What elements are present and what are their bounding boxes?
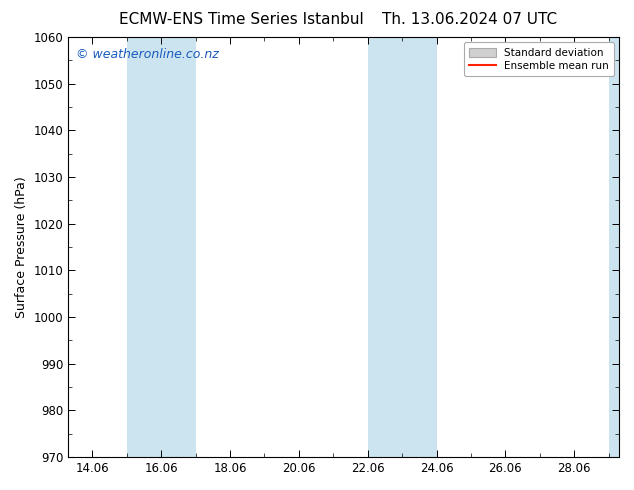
Text: © weatheronline.co.nz: © weatheronline.co.nz <box>77 48 219 61</box>
Text: Th. 13.06.2024 07 UTC: Th. 13.06.2024 07 UTC <box>382 12 557 27</box>
Y-axis label: Surface Pressure (hPa): Surface Pressure (hPa) <box>15 176 28 318</box>
Legend: Standard deviation, Ensemble mean run: Standard deviation, Ensemble mean run <box>464 42 614 76</box>
Bar <box>368 37 437 457</box>
Text: ECMW-ENS Time Series Istanbul: ECMW-ENS Time Series Istanbul <box>119 12 363 27</box>
Bar <box>127 37 195 457</box>
Bar <box>609 37 619 457</box>
